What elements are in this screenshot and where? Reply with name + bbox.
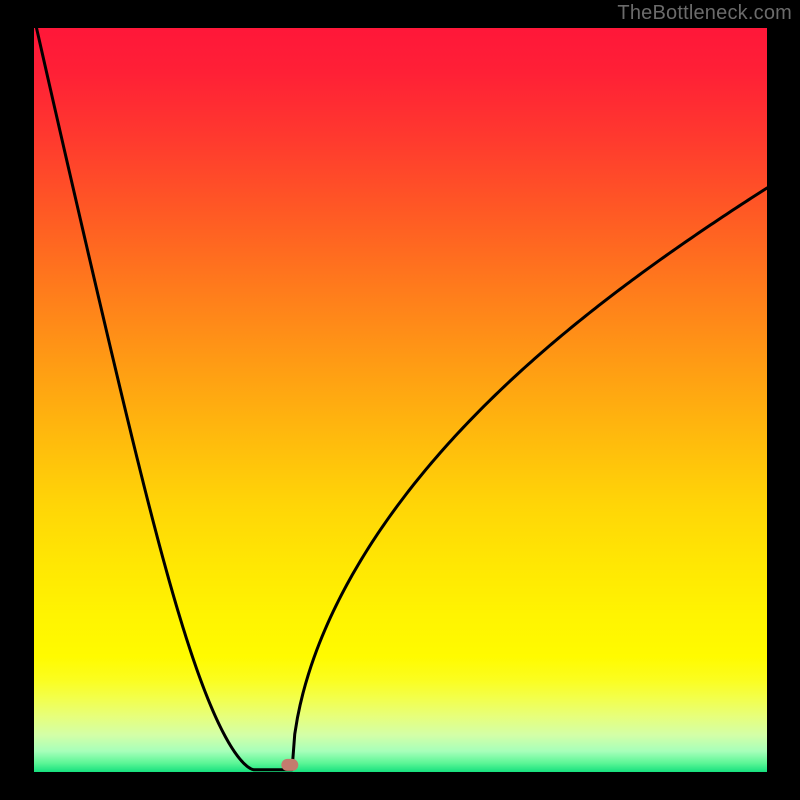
watermark-text: TheBottleneck.com <box>617 2 792 25</box>
dip-marker <box>281 759 298 771</box>
chart-svg <box>0 0 800 800</box>
plot-gradient-background <box>34 28 767 772</box>
